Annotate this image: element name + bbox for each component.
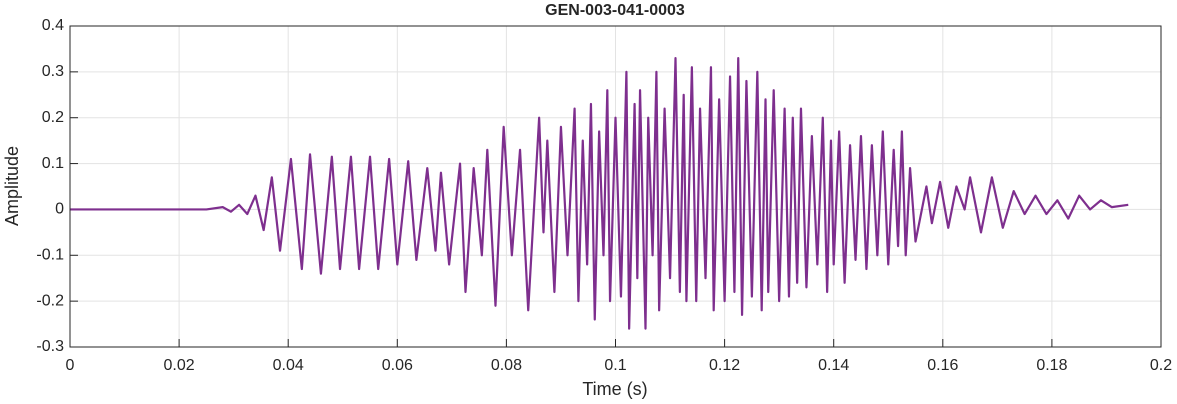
x-axis-label: Time (s) <box>582 379 647 399</box>
x-tick-label: 0.06 <box>382 357 413 374</box>
x-tick-label: 0.18 <box>1036 357 1067 374</box>
y-tick-label: 0.2 <box>42 109 64 126</box>
chart-title: GEN-003-041-0003 <box>545 2 685 19</box>
x-tick-label: 0.16 <box>927 357 958 374</box>
plot <box>70 57 1129 330</box>
x-tick-label: 0.02 <box>164 357 195 374</box>
y-tick-label: 0.3 <box>42 63 64 80</box>
y-axis-label: Amplitude <box>2 146 22 226</box>
y-tick-label: 0 <box>55 201 64 218</box>
x-tick-label: 0.08 <box>491 357 522 374</box>
axes-box <box>69 25 1162 348</box>
y-tick-label: 0.4 <box>42 17 64 34</box>
x-tick-label: 0.04 <box>273 357 304 374</box>
x-tick-label: 0.12 <box>709 357 740 374</box>
x-tick-label: 0.1 <box>604 357 626 374</box>
x-tick-label: 0.14 <box>818 357 849 374</box>
y-tick-label: -0.2 <box>36 292 64 309</box>
x-tick-label: 0 <box>66 357 75 374</box>
y-tick-label: 0.1 <box>42 155 64 172</box>
x-tick-label: 0.2 <box>1150 357 1172 374</box>
y-tick-label: -0.3 <box>36 338 64 355</box>
y-tick-label: -0.1 <box>36 247 64 264</box>
waveform-line <box>70 57 1129 330</box>
